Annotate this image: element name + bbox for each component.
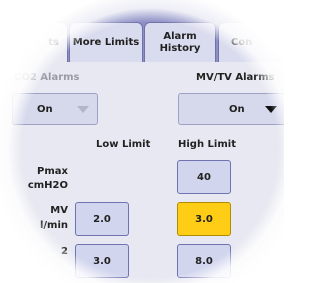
mv-tv-alarms-label: MV/TV Alarms (196, 72, 275, 83)
co2-alarms-dropdown[interactable]: On (12, 93, 98, 125)
dropdown-arrow (265, 106, 277, 114)
row-label: 2 (20, 246, 68, 257)
co2-alarms-label: CO2 Alarms (14, 72, 80, 83)
row-label: Pmax (20, 166, 68, 177)
dropdown-value: On (37, 104, 53, 115)
column-header: High Limit (178, 139, 236, 150)
column-header: Low Limit (96, 139, 150, 150)
row-label: MV (20, 205, 68, 216)
row-unit: l/min (10, 220, 68, 231)
tab-bar: ts More Limits Alarm History Con (0, 0, 284, 62)
page: {"tabs": ["ts", "More Limits", "Alarm Hi… (0, 0, 284, 283)
tab[interactable]: More Limits (69, 22, 143, 62)
low-limit-button[interactable]: 3.0 (75, 244, 129, 278)
tab[interactable]: Con (218, 22, 278, 62)
high-limit-button[interactable]: 3.0 (177, 202, 231, 236)
screen: ts More Limits Alarm History Con CO2 Ala… (0, 0, 284, 283)
mv-tv-alarms-dropdown[interactable]: On (178, 93, 284, 125)
dropdown-value: On (229, 104, 245, 115)
low-limit-button[interactable]: 2.0 (75, 202, 129, 236)
high-limit-button[interactable]: 40 (177, 160, 231, 194)
tab[interactable]: ts (0, 22, 68, 62)
dropdown-arrow (77, 106, 89, 114)
tab[interactable]: Alarm History (144, 22, 216, 62)
high-limit-button[interactable]: 8.0 (177, 244, 231, 278)
row-unit: cmH2O (10, 180, 68, 191)
